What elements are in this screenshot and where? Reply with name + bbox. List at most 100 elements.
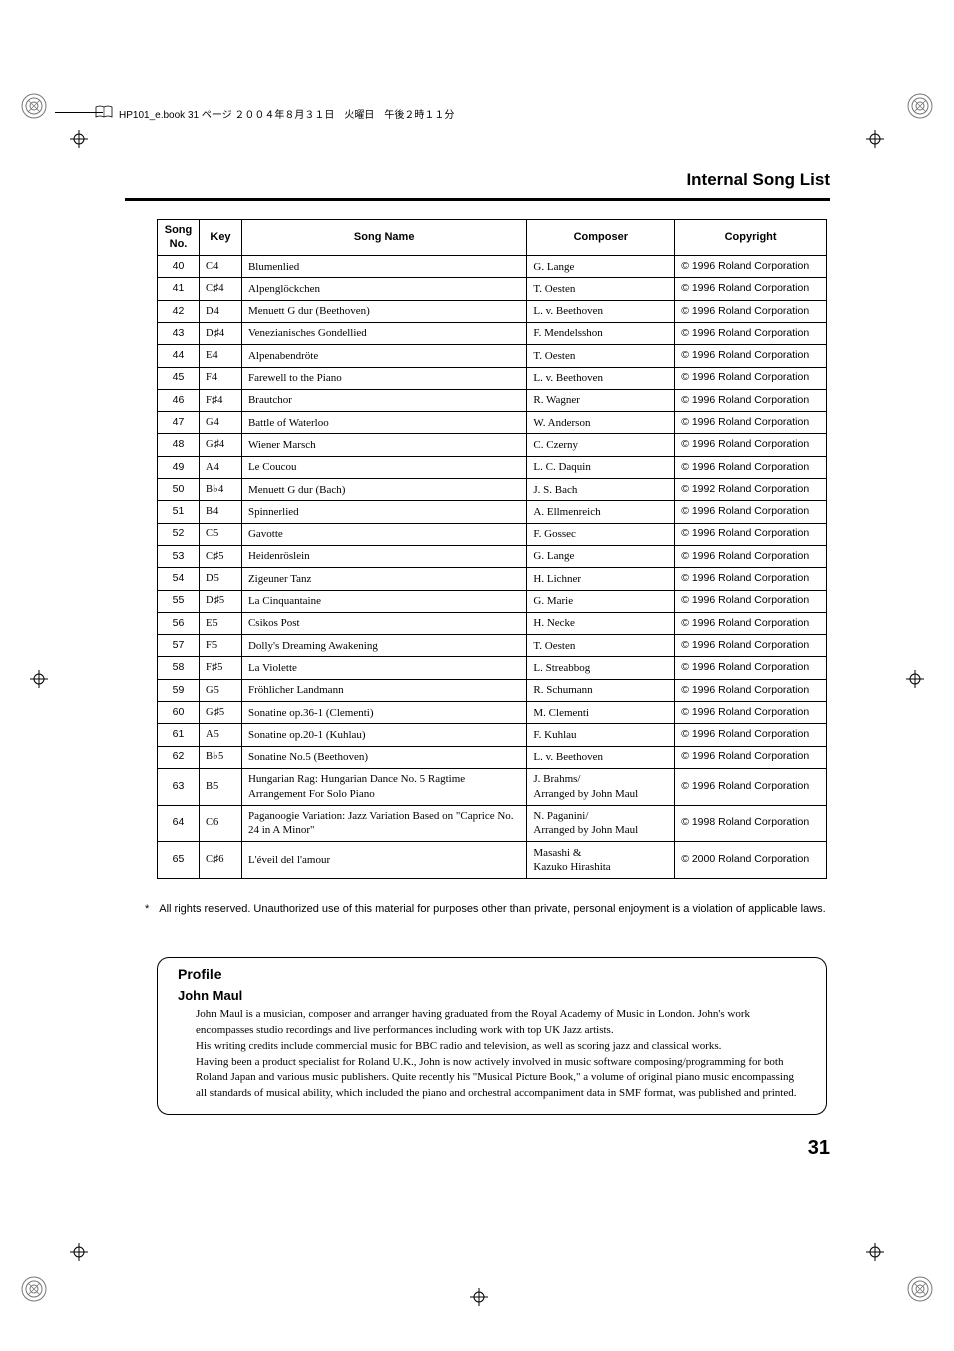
table-row: 54D5Zigeuner TanzH. Lichner© 1996 Roland… (158, 568, 827, 590)
cell-song-name: Heidenröslein (241, 545, 526, 567)
header-filepath-text: HP101_e.book 31 ページ ２００４年８月３１日 火曜日 午後２時１… (119, 106, 454, 121)
cell-song-no: 62 (158, 746, 200, 768)
cell-song-name: Brautchor (241, 389, 526, 411)
cell-copyright: © 1996 Roland Corporation (675, 590, 827, 612)
corner-ornament-icon (20, 1275, 48, 1303)
crop-mark-icon (70, 130, 88, 153)
cell-composer: H. Lichner (527, 568, 675, 590)
cell-key: A5 (199, 724, 241, 746)
cell-song-no: 46 (158, 389, 200, 411)
cell-song-name: Farewell to the Piano (241, 367, 526, 389)
cell-key: G5 (199, 679, 241, 701)
cell-song-name: Sonatine op.20-1 (Kuhlau) (241, 724, 526, 746)
profile-body: John Maul is a musician, composer and ar… (178, 1007, 806, 1103)
cell-composer: L. Streabbog (527, 657, 675, 679)
table-row: 65C♯6L'éveil del l'amourMasashi &Kazuko … (158, 842, 827, 879)
cell-composer: M. Clementi (527, 702, 675, 724)
table-row: 43D♯4Venezianisches GondelliedF. Mendels… (158, 322, 827, 344)
cell-song-no: 53 (158, 545, 200, 567)
cell-song-no: 59 (158, 679, 200, 701)
cell-copyright: © 1996 Roland Corporation (675, 256, 827, 278)
table-header-row: Song No. Key Song Name Composer Copyrigh… (158, 219, 827, 256)
page-number: 31 (808, 1137, 830, 1160)
cell-key: C♯6 (199, 842, 241, 879)
cell-composer: N. Paganini/Arranged by John Maul (527, 805, 675, 842)
cell-copyright: © 1996 Roland Corporation (675, 702, 827, 724)
cell-composer: F. Mendelsshon (527, 322, 675, 344)
cell-copyright: © 1996 Roland Corporation (675, 635, 827, 657)
cell-composer: R. Schumann (527, 679, 675, 701)
cell-song-no: 41 (158, 278, 200, 300)
profile-name: John Maul (178, 988, 806, 1003)
cell-copyright: © 1996 Roland Corporation (675, 724, 827, 746)
table-row: 61A5Sonatine op.20-1 (Kuhlau)F. Kuhlau© … (158, 724, 827, 746)
crop-mark-icon (470, 1288, 488, 1311)
cell-song-no: 48 (158, 434, 200, 456)
cell-song-no: 55 (158, 590, 200, 612)
cell-composer: T. Oesten (527, 345, 675, 367)
cell-composer: G. Marie (527, 590, 675, 612)
cell-key: B5 (199, 768, 241, 805)
footnote: * All rights reserved. Unauthorized use … (145, 903, 830, 915)
cell-composer: L. v. Beethoven (527, 367, 675, 389)
cell-copyright: © 1996 Roland Corporation (675, 523, 827, 545)
cell-song-name: Le Coucou (241, 456, 526, 478)
cell-song-name: Dolly's Dreaming Awakening (241, 635, 526, 657)
cell-song-name: Alpenabendröte (241, 345, 526, 367)
cell-composer: Masashi &Kazuko Hirashita (527, 842, 675, 879)
cell-composer: T. Oesten (527, 278, 675, 300)
cell-key: C5 (199, 523, 241, 545)
table-row: 40C4BlumenliedG. Lange© 1996 Roland Corp… (158, 256, 827, 278)
table-row: 57F5Dolly's Dreaming AwakeningT. Oesten©… (158, 635, 827, 657)
cell-composer: L. v. Beethoven (527, 746, 675, 768)
cell-song-no: 58 (158, 657, 200, 679)
cell-copyright: © 1996 Roland Corporation (675, 389, 827, 411)
cell-copyright: © 1996 Roland Corporation (675, 300, 827, 322)
cell-copyright: © 1996 Roland Corporation (675, 545, 827, 567)
profile-title: Profile (178, 966, 806, 982)
section-title: Internal Song List (125, 170, 830, 190)
cell-key: E4 (199, 345, 241, 367)
cell-song-no: 43 (158, 322, 200, 344)
cell-song-no: 40 (158, 256, 200, 278)
cell-key: C4 (199, 256, 241, 278)
cell-copyright: © 1996 Roland Corporation (675, 612, 827, 634)
cell-copyright: © 2000 Roland Corporation (675, 842, 827, 879)
cell-copyright: © 1996 Roland Corporation (675, 278, 827, 300)
cell-copyright: © 1996 Roland Corporation (675, 412, 827, 434)
cell-song-no: 63 (158, 768, 200, 805)
col-header-copyright: Copyright (675, 219, 827, 256)
cell-song-name: Sonatine No.5 (Beethoven) (241, 746, 526, 768)
cell-copyright: © 1996 Roland Corporation (675, 568, 827, 590)
col-header-key: Key (199, 219, 241, 256)
corner-ornament-icon (906, 92, 934, 120)
cell-song-name: La Violette (241, 657, 526, 679)
cell-copyright: © 1996 Roland Corporation (675, 322, 827, 344)
table-row: 50B♭4Menuett G dur (Bach)J. S. Bach© 199… (158, 479, 827, 501)
cell-song-no: 50 (158, 479, 200, 501)
col-header-name: Song Name (241, 219, 526, 256)
corner-ornament-icon (20, 92, 48, 120)
cell-copyright: © 1992 Roland Corporation (675, 479, 827, 501)
cell-key: F♯4 (199, 389, 241, 411)
cell-copyright: © 1996 Roland Corporation (675, 746, 827, 768)
cell-song-name: La Cinquantaine (241, 590, 526, 612)
cell-composer: L. v. Beethoven (527, 300, 675, 322)
table-row: 53C♯5HeidenrösleinG. Lange© 1996 Roland … (158, 545, 827, 567)
cell-copyright: © 1996 Roland Corporation (675, 367, 827, 389)
cell-song-no: 51 (158, 501, 200, 523)
cell-song-name: Wiener Marsch (241, 434, 526, 456)
cell-song-no: 42 (158, 300, 200, 322)
footnote-text: All rights reserved. Unauthorized use of… (159, 903, 825, 915)
header-filepath: HP101_e.book 31 ページ ２００４年８月３１日 火曜日 午後２時１… (95, 105, 454, 122)
cell-key: F4 (199, 367, 241, 389)
cell-composer: F. Kuhlau (527, 724, 675, 746)
cell-key: C♯4 (199, 278, 241, 300)
cell-song-name: Zigeuner Tanz (241, 568, 526, 590)
cell-copyright: © 1996 Roland Corporation (675, 501, 827, 523)
table-row: 62B♭5Sonatine No.5 (Beethoven)L. v. Beet… (158, 746, 827, 768)
cell-copyright: © 1996 Roland Corporation (675, 345, 827, 367)
cell-song-name: Alpenglöckchen (241, 278, 526, 300)
cell-key: D♯4 (199, 322, 241, 344)
table-row: 49A4Le CoucouL. C. Daquin© 1996 Roland C… (158, 456, 827, 478)
